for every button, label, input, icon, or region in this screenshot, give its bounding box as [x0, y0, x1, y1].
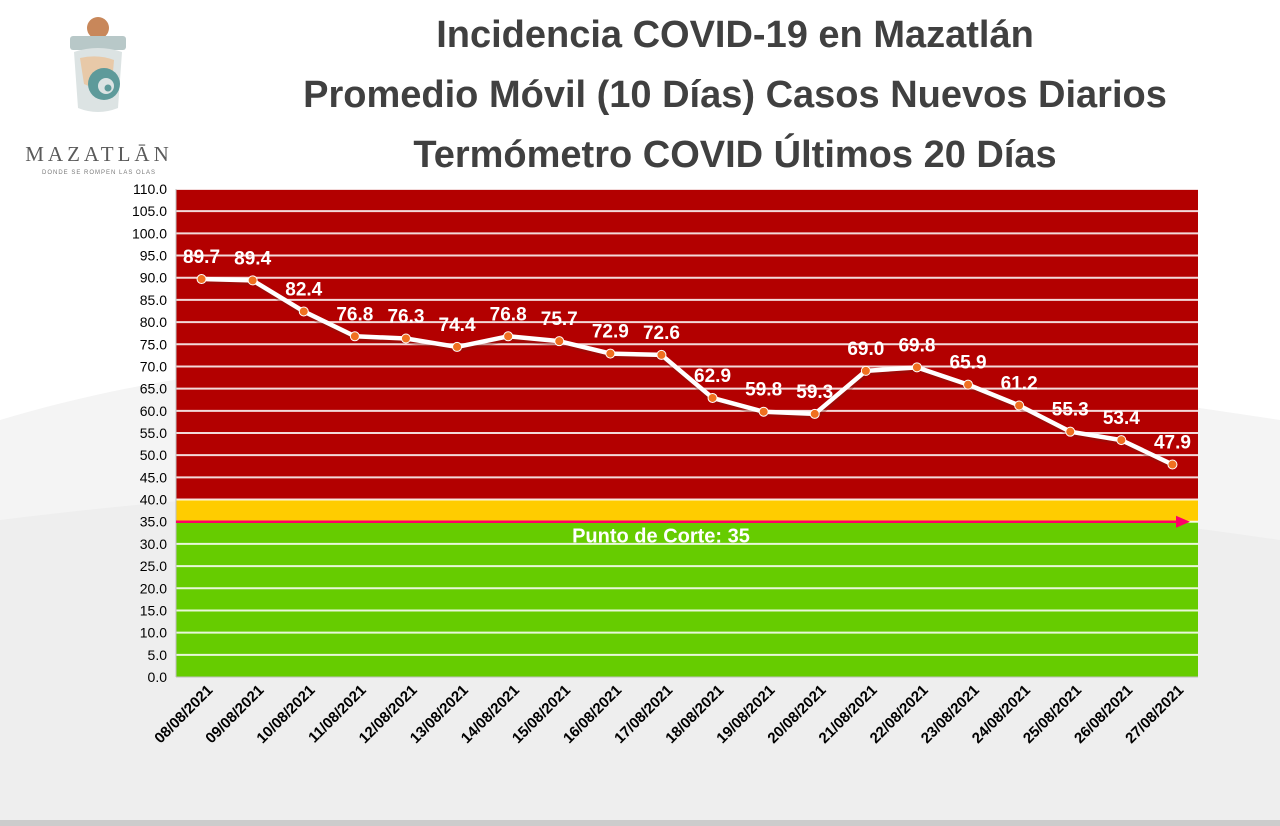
y-tick-label: 30.0 — [140, 536, 167, 552]
data-label: 47.9 — [1154, 432, 1191, 453]
data-point — [349, 331, 360, 342]
threshold-arrow-icon — [1176, 515, 1190, 528]
y-tick-label: 100.0 — [132, 225, 167, 241]
y-tick-label: 70.0 — [140, 358, 167, 374]
data-point — [1116, 435, 1127, 446]
y-tick-label: 35.0 — [140, 514, 167, 530]
y-tick-label: 85.0 — [140, 292, 167, 308]
y-tick-label: 55.0 — [140, 425, 167, 441]
data-label: 65.9 — [950, 353, 987, 374]
y-tick-label: 90.0 — [140, 270, 167, 286]
data-label: 55.3 — [1052, 400, 1089, 421]
data-label: 76.8 — [490, 304, 527, 325]
band-0 — [176, 521, 1198, 677]
data-point — [1014, 400, 1025, 411]
y-tick-label: 50.0 — [140, 447, 167, 463]
data-label: 72.6 — [643, 323, 680, 344]
data-label: 72.9 — [592, 322, 629, 343]
chart-subtitle: Promedio Móvil (10 Días) Casos Nuevos Di… — [303, 74, 1167, 116]
data-label: 53.4 — [1103, 408, 1140, 429]
y-tick-label: 20.0 — [140, 580, 167, 596]
y-tick-label: 45.0 — [140, 469, 167, 485]
y-tick-label: 0.0 — [148, 669, 168, 685]
y-tick-label: 110.0 — [133, 181, 167, 197]
logo-wordmark: MAZATLĀN — [25, 142, 173, 166]
data-point — [1065, 426, 1076, 437]
data-point — [963, 379, 974, 390]
data-point — [298, 306, 309, 317]
data-point — [605, 348, 616, 359]
logo-tagline: DONDE SE ROMPEN LAS OLAS — [41, 170, 157, 176]
chart-title: Incidencia COVID-19 en Mazatlán — [436, 14, 1034, 56]
data-label: 89.7 — [183, 247, 220, 268]
data-label: 59.8 — [745, 380, 782, 401]
data-point — [758, 406, 769, 417]
y-tick-label: 5.0 — [148, 647, 168, 663]
data-label: 69.0 — [847, 339, 884, 360]
threshold-label: Punto de Corte: 35 — [572, 526, 750, 548]
data-point — [911, 362, 922, 373]
data-label: 74.4 — [439, 315, 476, 336]
data-point — [656, 349, 667, 360]
chart-subtitle-2: Termómetro COVID Últimos 20 Días — [413, 134, 1057, 176]
y-tick-label: 25.0 — [140, 558, 167, 574]
data-label: 75.7 — [541, 309, 578, 330]
y-tick-label: 10.0 — [140, 625, 167, 641]
data-label: 82.4 — [285, 279, 322, 300]
data-label: 62.9 — [694, 366, 731, 387]
data-point — [1167, 459, 1178, 470]
y-tick-label: 75.0 — [140, 336, 167, 352]
data-label: 61.2 — [1001, 373, 1038, 394]
data-label: 76.8 — [336, 304, 373, 325]
y-tick-label: 80.0 — [140, 314, 167, 330]
data-point — [400, 333, 411, 344]
y-tick-label: 105.0 — [132, 203, 167, 219]
data-point — [503, 331, 514, 342]
mazatlan-logo: MAZATLĀN DONDE SE ROMPEN LAS OLAS — [14, 14, 184, 176]
data-label: 69.8 — [898, 335, 935, 356]
data-point — [196, 274, 207, 285]
data-point — [707, 392, 718, 403]
data-label: 89.4 — [234, 248, 271, 269]
y-tick-label: 95.0 — [140, 248, 167, 264]
data-label: 76.3 — [387, 307, 424, 328]
data-point — [554, 336, 565, 347]
data-label: 59.3 — [796, 382, 833, 403]
y-tick-label: 65.0 — [140, 381, 167, 397]
data-point — [452, 341, 463, 352]
series-line — [201, 276, 1174, 467]
data-point — [247, 275, 258, 286]
seashell-logo-icon — [70, 17, 126, 112]
y-tick-label: 15.0 — [140, 602, 167, 618]
y-tick-label: 40.0 — [140, 492, 167, 508]
data-point — [809, 408, 820, 419]
data-point — [860, 365, 871, 376]
band-1 — [176, 499, 1198, 522]
y-tick-label: 60.0 — [140, 403, 167, 419]
